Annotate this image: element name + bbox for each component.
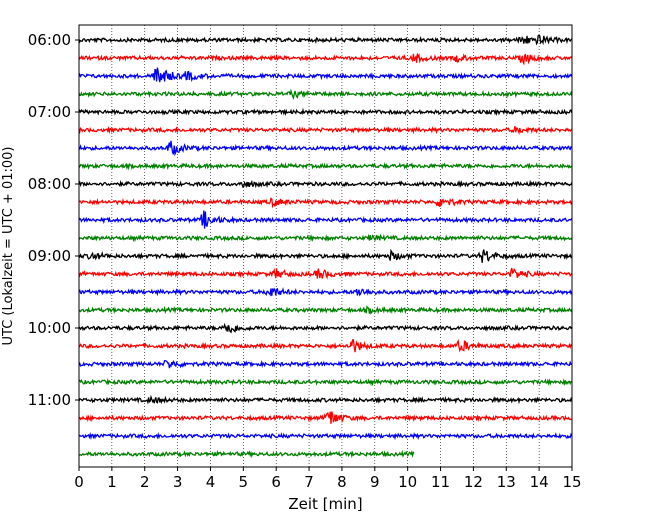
x-tick-label: 12 [464, 473, 483, 491]
trace-0815 [78, 197, 573, 209]
trace-0645 [78, 88, 573, 101]
trace-0800 [78, 179, 573, 189]
trace-0945 [78, 305, 573, 315]
plot-frame [78, 24, 573, 468]
trace-0830 [78, 210, 573, 229]
trace-1100 [78, 394, 573, 405]
y-axis-ticks: 06:00 07:00 08:00 09:00 10:00 11:00 [28, 31, 79, 409]
trace-0700 [78, 107, 573, 117]
x-tick-label: 7 [304, 473, 314, 491]
y-tick-label: 10:00 [28, 319, 71, 337]
x-tick-label: 13 [497, 473, 516, 491]
x-tick-label: 6 [271, 473, 281, 491]
y-tick-label: 09:00 [28, 247, 71, 265]
y-axis-label: UTC (Lokalzeit = UTC + 01:00) [1, 147, 16, 346]
x-tick-label: 15 [562, 473, 581, 491]
trace-1115 [78, 411, 572, 424]
x-axis-ticks: 0 1 2 3 4 5 6 7 8 9 10 11 12 13 14 15 [74, 467, 582, 491]
x-tick-label: 0 [74, 473, 84, 491]
trace-0915 [78, 267, 573, 280]
trace-0715 [78, 125, 573, 136]
y-tick-label: 11:00 [28, 391, 71, 409]
y-tick-label: 08:00 [28, 175, 71, 193]
x-tick-label: 9 [370, 473, 380, 491]
x-tick-label: 5 [239, 473, 249, 491]
trace-0615 [78, 53, 573, 66]
trace-1045 [78, 377, 572, 387]
x-tick-label: 2 [140, 473, 150, 491]
trace-0600 [78, 34, 573, 46]
x-tick-label: 1 [107, 473, 117, 491]
trace-0900 [78, 248, 573, 263]
trace-1015 [78, 339, 573, 353]
x-tick-label: 14 [530, 473, 549, 491]
x-tick-label: 4 [206, 473, 216, 491]
x-tick-label: 3 [173, 473, 183, 491]
x-tick-label: 10 [398, 473, 417, 491]
x-axis-label: Zeit [min] [288, 495, 362, 513]
trace-1000 [78, 322, 573, 334]
y-tick-label: 06:00 [28, 31, 71, 49]
trace-0930 [78, 287, 573, 297]
trace-1130 [78, 431, 573, 441]
trace-series [78, 34, 573, 459]
y-tick-label: 07:00 [28, 103, 71, 121]
trace-0745 [78, 162, 573, 171]
trace-0730 [78, 140, 573, 157]
trace-1030 [78, 359, 572, 369]
trace-0630 [78, 67, 573, 83]
trace-0845 [78, 233, 573, 243]
trace-1145 [78, 449, 415, 459]
x-tick-label: 11 [431, 473, 450, 491]
x-tick-label: 8 [337, 473, 347, 491]
